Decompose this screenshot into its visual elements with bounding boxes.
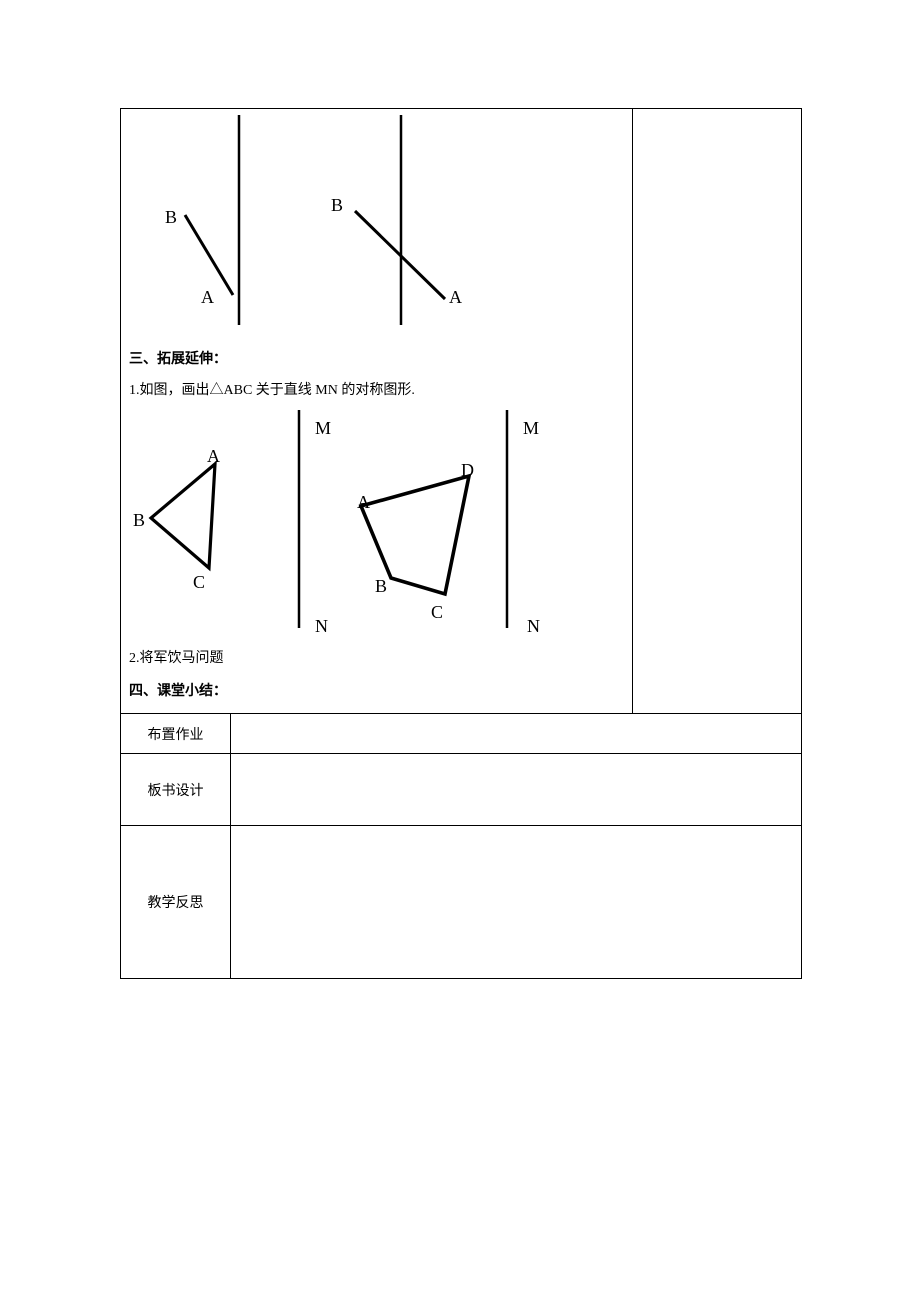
homework-label-cell: 布置作业 bbox=[121, 714, 231, 753]
d1-label-c: C bbox=[193, 572, 205, 592]
d1-label-a: A bbox=[207, 446, 220, 466]
d2-label-d: D bbox=[461, 460, 474, 480]
diagram2: M N A D B C bbox=[357, 410, 540, 636]
notes-cell bbox=[633, 109, 801, 713]
section3-heading: 三、拓展延伸： bbox=[129, 345, 624, 372]
row-reflection: 教学反思 bbox=[121, 826, 801, 978]
homework-label: 布置作业 bbox=[148, 724, 204, 744]
homework-content bbox=[231, 714, 801, 753]
diagram1: M N A B C bbox=[133, 410, 331, 636]
section4-heading: 四、课堂小结： bbox=[129, 677, 624, 704]
main-content-row: B A B A 三、拓展延伸： 1.如图，画出△ABC 关于直线 MN 的对称图… bbox=[121, 109, 801, 714]
board-label-cell: 板书设计 bbox=[121, 754, 231, 825]
section3-diagrams: M N A B C M N A D B bbox=[129, 410, 623, 646]
reflection-label-cell: 教学反思 bbox=[121, 826, 231, 978]
board-content bbox=[231, 754, 801, 825]
d2-label-a: A bbox=[357, 492, 370, 512]
page: B A B A 三、拓展延伸： 1.如图，画出△ABC 关于直线 MN 的对称图… bbox=[0, 0, 920, 1302]
reflection-content bbox=[231, 826, 801, 978]
fig1-label-a: A bbox=[201, 287, 214, 307]
section3-q1: 1.如图，画出△ABC 关于直线 MN 的对称图形. bbox=[129, 378, 624, 405]
d1-label-b: B bbox=[133, 510, 145, 530]
fig1-segment-ab bbox=[185, 215, 233, 295]
main-content-cell: B A B A 三、拓展延伸： 1.如图，画出△ABC 关于直线 MN 的对称图… bbox=[121, 109, 633, 713]
reflection-label: 教学反思 bbox=[148, 892, 204, 912]
d2-label-c: C bbox=[431, 602, 443, 622]
fig2: B A bbox=[331, 115, 462, 325]
d1-label-n: N bbox=[315, 616, 328, 636]
row-homework: 布置作业 bbox=[121, 714, 801, 754]
row-board-design: 板书设计 bbox=[121, 754, 801, 826]
content-frame: B A B A 三、拓展延伸： 1.如图，画出△ABC 关于直线 MN 的对称图… bbox=[120, 108, 802, 979]
section3-q2: 2.将军饮马问题 bbox=[129, 646, 624, 673]
d2-label-n: N bbox=[527, 616, 540, 636]
fig1-label-b: B bbox=[165, 207, 177, 227]
fig2-label-b: B bbox=[331, 195, 343, 215]
top-diagrams: B A B A bbox=[129, 115, 623, 345]
fig1: B A bbox=[165, 115, 239, 325]
d1-triangle-abc bbox=[151, 464, 215, 568]
d2-label-b: B bbox=[375, 576, 387, 596]
d2-label-m: M bbox=[523, 418, 539, 438]
board-label: 板书设计 bbox=[148, 780, 204, 800]
fig2-label-a: A bbox=[449, 287, 462, 307]
d1-label-m: M bbox=[315, 418, 331, 438]
